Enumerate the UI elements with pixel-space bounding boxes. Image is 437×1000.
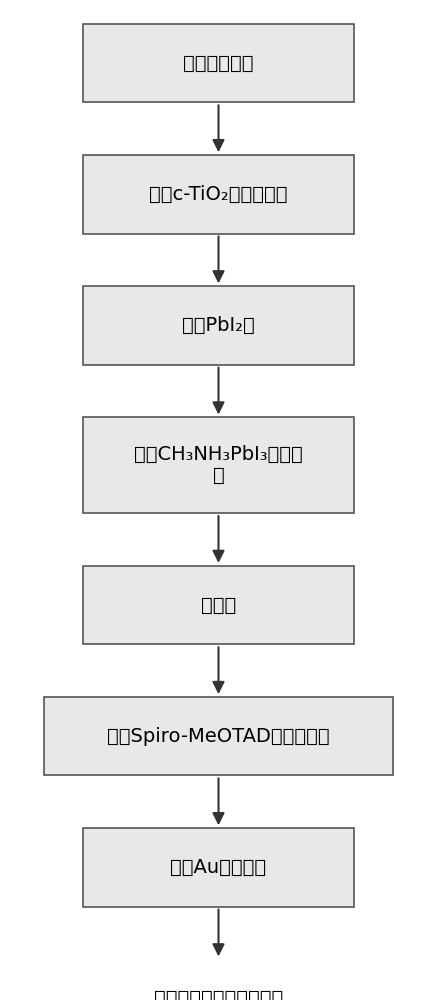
Text: 前退火: 前退火 [201, 596, 236, 615]
FancyBboxPatch shape [83, 286, 354, 365]
Text: 淀积CH₃NH₃PbI₃光活性: 淀积CH₃NH₃PbI₃光活性 [134, 445, 303, 464]
FancyBboxPatch shape [44, 697, 393, 775]
Text: 清洗衬底基片: 清洗衬底基片 [183, 54, 254, 73]
FancyBboxPatch shape [83, 24, 354, 102]
FancyBboxPatch shape [83, 155, 354, 234]
Text: 层: 层 [213, 466, 224, 485]
FancyBboxPatch shape [83, 566, 354, 644]
FancyBboxPatch shape [83, 828, 354, 907]
Text: 淀积Au金属阳极: 淀积Au金属阳极 [170, 858, 267, 877]
FancyBboxPatch shape [83, 417, 354, 513]
Text: 太阳能电池的测试和表征: 太阳能电池的测试和表征 [154, 989, 283, 1000]
Text: 淀积Spiro-MeOTAD空穴传输层: 淀积Spiro-MeOTAD空穴传输层 [107, 727, 330, 746]
Text: 淀积c-TiO₂电子传输层: 淀积c-TiO₂电子传输层 [149, 185, 288, 204]
Text: 淀积PbI₂层: 淀积PbI₂层 [182, 316, 255, 335]
FancyBboxPatch shape [44, 959, 393, 1000]
